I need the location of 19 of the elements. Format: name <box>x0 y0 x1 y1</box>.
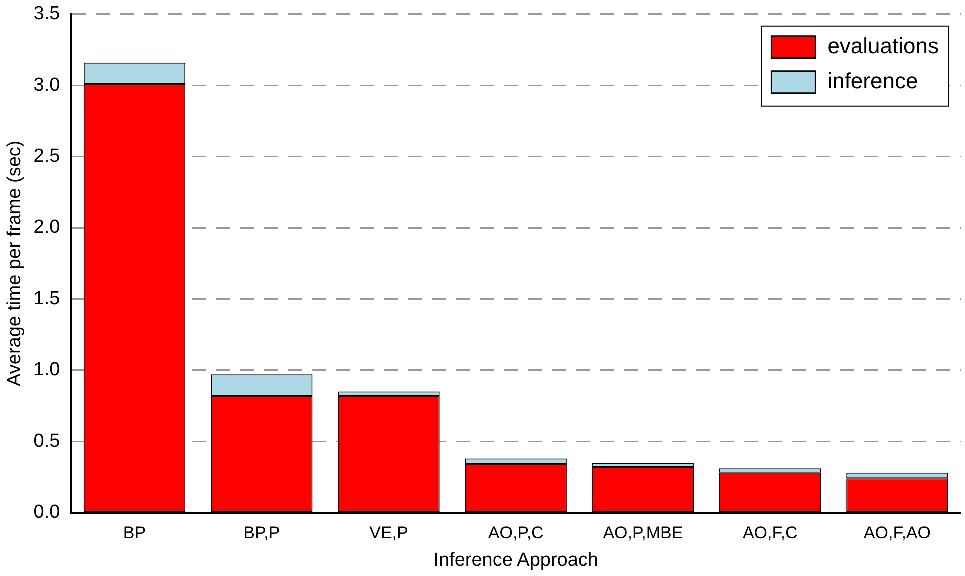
x-tick-label: AO,F,AO <box>864 524 931 543</box>
y-tick-label: 1.0 <box>34 360 60 381</box>
y-axis-title: Average time per frame (sec) <box>4 140 26 386</box>
legend-label: inference <box>828 68 918 94</box>
y-tick-label: 1.5 <box>34 288 60 310</box>
y-tick-label: 3.0 <box>34 74 60 96</box>
x-tick-label: AO,P,C <box>488 524 544 543</box>
x-tick-label: BP <box>123 524 146 543</box>
x-axis-title: Inference Approach <box>434 550 599 571</box>
x-tick-label: VE,P <box>370 524 408 543</box>
x-tick-label: AO,F,C <box>742 524 798 543</box>
y-tick-label: 0.0 <box>34 502 60 524</box>
legend-label: evaluations <box>828 33 940 58</box>
x-tick-label: AO,P,MBE <box>603 524 684 543</box>
x-tick-label: BP,P <box>244 524 280 543</box>
y-tick-label: 2.5 <box>34 146 60 168</box>
y-tick-label: 0.5 <box>34 430 60 452</box>
y-tick-label: 3.5 <box>34 4 60 25</box>
y-tick-label: 2.0 <box>34 217 60 238</box>
